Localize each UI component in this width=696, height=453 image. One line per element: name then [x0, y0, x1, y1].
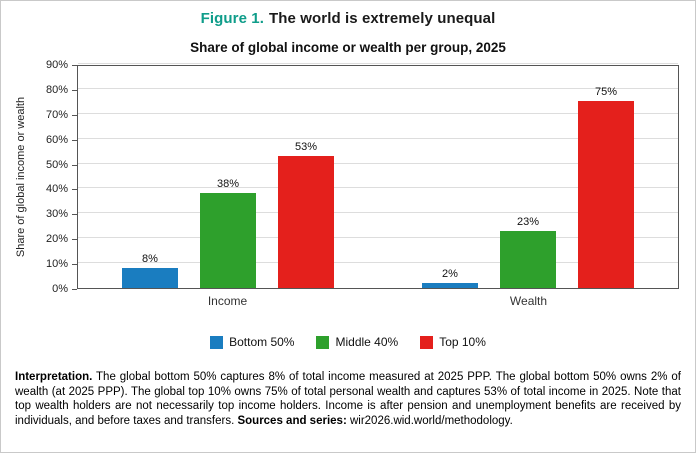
gridline — [78, 112, 678, 114]
y-tick-label-70: 70% — [45, 108, 78, 121]
y-axis-ticks: 90% 80% 70% 60% 50% 40% 30% 20% 10% 0% — [33, 59, 78, 295]
interpretation-text: Interpretation. The global bottom 50% ca… — [15, 370, 681, 428]
bar-value-label: 38% — [216, 178, 240, 191]
y-tick-label-80: 80% — [45, 83, 78, 96]
x-axis-labels: Income Wealth — [77, 294, 679, 308]
bar-group-wealth: 2% 23% 75% — [378, 66, 678, 288]
figure-title: Figure 1. The world is extremely unequal — [1, 10, 695, 27]
y-tick-label-0: 0% — [52, 283, 77, 295]
legend-swatch-top-10 — [420, 335, 434, 349]
bar-wealth-middle-40 — [500, 230, 556, 288]
interpretation-body: The global bottom 50% captures 8% of tot… — [15, 371, 681, 427]
figure-number-label: Figure 1. — [200, 10, 264, 27]
legend-item-top-10: Top 10% — [420, 335, 486, 349]
bar-income-bottom-50 — [122, 268, 178, 288]
gridline — [78, 212, 678, 214]
y-tick-label-50: 50% — [45, 158, 78, 171]
plot-area: 8% 38% 53% 2% 23% 75% — [77, 63, 679, 289]
bar-value-label: 75% — [594, 86, 618, 99]
y-axis-title: Share of global income or wealth — [15, 96, 27, 258]
legend-item-middle-40: Middle 40% — [316, 335, 398, 349]
bar-value-label: 53% — [294, 141, 318, 154]
bar-group-income: 8% 38% 53% — [78, 66, 378, 288]
bar-value-label: 23% — [516, 215, 540, 228]
bar-wealth-bottom-50 — [422, 283, 478, 288]
gridline — [78, 237, 678, 239]
gridline — [78, 63, 678, 64]
legend-swatch-middle-40 — [316, 335, 330, 349]
bar-wrap-income-middle-40: 38% — [200, 178, 256, 288]
gridline — [78, 187, 678, 189]
gridline — [78, 162, 678, 164]
legend-label-top-10: Top 10% — [439, 335, 486, 349]
gridline — [78, 137, 678, 139]
bar-wrap-wealth-middle-40: 23% — [500, 216, 556, 288]
x-label-wealth: Wealth — [509, 294, 548, 308]
plot-row: 90% 80% 70% 60% 50% 40% 30% 20% 10% 0% 8% 38% 53% 2%… — [33, 59, 679, 295]
chart-title: Share of global income or wealth per gro… — [190, 40, 506, 55]
y-tick-label-40: 40% — [45, 183, 78, 196]
bar-wrap-wealth-top-10: 75% — [578, 86, 634, 288]
y-tick-label-10: 10% — [45, 258, 78, 271]
x-label-income: Income — [207, 294, 248, 308]
legend-swatch-bottom-50 — [210, 335, 224, 349]
chart-legend: Bottom 50% Middle 40% Top 10% — [1, 335, 695, 349]
y-tick-label-30: 30% — [45, 208, 78, 221]
bar-wrap-income-top-10: 53% — [278, 141, 334, 288]
bar-value-label: 8% — [142, 253, 158, 266]
bar-wrap-income-bottom-50: 8% — [122, 253, 178, 288]
gridline — [78, 262, 678, 264]
bar-chart: Share of global income or wealth 90% 80% 7… — [9, 59, 679, 308]
legend-label-bottom-50: Bottom 50% — [229, 335, 295, 349]
y-tick-label-90: 90% — [45, 59, 78, 71]
bar-wealth-top-10 — [578, 101, 634, 288]
figure-title-text: The world is extremely unequal — [269, 10, 496, 27]
y-tick-label-20: 20% — [45, 233, 78, 246]
gridline — [78, 87, 678, 89]
sources-label: Sources and series: — [237, 414, 347, 427]
bar-income-middle-40 — [200, 193, 256, 288]
bar-value-label: 2% — [442, 268, 458, 281]
legend-label-middle-40: Middle 40% — [335, 335, 399, 349]
bar-income-top-10 — [278, 156, 334, 288]
bar-wrap-wealth-bottom-50: 2% — [422, 268, 478, 288]
y-tick-label-60: 60% — [45, 133, 78, 146]
sources-value: wir2026.wid.world/methodology. — [346, 414, 513, 427]
legend-item-bottom-50: Bottom 50% — [210, 335, 294, 349]
interpretation-lead-label: Interpretation. — [15, 371, 93, 383]
